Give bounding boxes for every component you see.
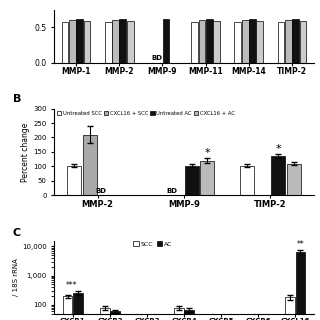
Text: BD: BD (166, 188, 177, 194)
Bar (119, 19, 126, 63)
Bar (63, 296, 73, 320)
Text: *: * (204, 148, 210, 158)
Bar (69, 20, 76, 63)
Bar (110, 311, 120, 320)
Bar (76, 19, 83, 63)
Bar (174, 308, 184, 320)
Text: *: * (276, 144, 281, 154)
Bar (285, 297, 295, 320)
Bar (198, 20, 205, 63)
Bar (256, 21, 263, 63)
Bar (62, 22, 68, 63)
Bar (200, 161, 214, 195)
Legend: Untreated SCC, CXCL16 + SCC, Untreated AC, CXCL16 + AC: Untreated SCC, CXCL16 + SCC, Untreated A… (57, 111, 235, 116)
Bar (287, 164, 301, 195)
Bar (240, 165, 254, 195)
Y-axis label: / 18S rRNA: / 18S rRNA (13, 259, 19, 296)
Bar (213, 21, 220, 63)
Text: **: ** (296, 240, 304, 250)
Bar (73, 293, 83, 320)
Y-axis label: Percent change: Percent change (21, 122, 30, 182)
Bar (278, 22, 284, 63)
Bar (249, 19, 256, 63)
Text: ***: *** (65, 282, 77, 291)
Bar (83, 135, 97, 195)
Bar (127, 21, 133, 63)
Bar (67, 165, 81, 195)
Bar (206, 19, 213, 63)
Bar (242, 20, 249, 63)
Bar (184, 310, 194, 320)
Bar (105, 22, 112, 63)
Bar (163, 19, 170, 63)
Text: BD: BD (96, 188, 107, 194)
Bar (235, 22, 241, 63)
Text: C: C (13, 228, 21, 237)
Bar (185, 166, 199, 195)
Bar (100, 308, 109, 320)
Bar (285, 20, 292, 63)
Bar (300, 21, 306, 63)
Bar (191, 22, 198, 63)
Bar (271, 156, 285, 195)
Bar (84, 21, 90, 63)
Bar (112, 20, 119, 63)
Legend: SCC, AC: SCC, AC (133, 241, 173, 246)
Bar (295, 252, 305, 320)
Text: B: B (13, 94, 21, 104)
Bar (292, 19, 299, 63)
Text: BD: BD (152, 55, 163, 61)
